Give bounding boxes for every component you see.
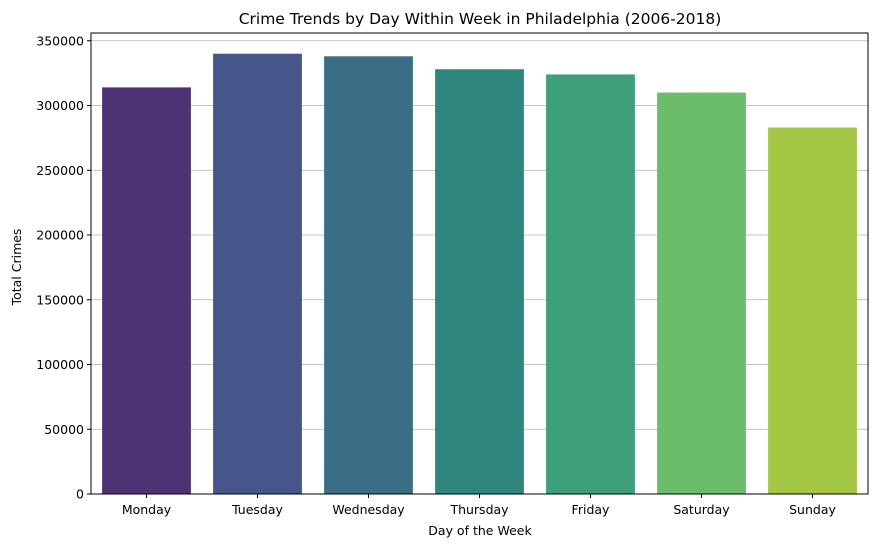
y-tick-label: 200000	[36, 228, 84, 243]
bar-saturday	[657, 92, 746, 494]
bar-friday	[546, 74, 635, 494]
x-tick-label: Wednesday	[332, 502, 405, 517]
bar-wednesday	[324, 56, 413, 494]
y-tick-label: 100000	[36, 357, 84, 372]
y-tick-label: 250000	[36, 163, 84, 178]
chart-title: Crime Trends by Day Within Week in Phila…	[239, 10, 722, 28]
y-tick-label: 150000	[36, 292, 84, 307]
bar-tuesday	[213, 53, 302, 494]
x-tick-label: Sunday	[789, 502, 836, 517]
y-tick-label: 50000	[44, 422, 84, 437]
x-tick-label: Thursday	[449, 502, 509, 517]
bar-monday	[102, 87, 191, 495]
x-tick-label: Friday	[572, 502, 610, 517]
bar-thursday	[435, 69, 524, 495]
x-tick-label: Saturday	[673, 502, 730, 517]
y-tick-label: 350000	[36, 33, 84, 48]
x-axis-label: Day of the Week	[428, 523, 532, 538]
axes: 0 50000 100000 150000 200000 250000 300000 3500…	[36, 32, 869, 517]
x-tick-label: Tuesday	[231, 502, 283, 517]
y-tick-label: 300000	[36, 98, 84, 113]
bars	[102, 53, 857, 495]
x-tick-label: Monday	[122, 502, 172, 517]
bar-sunday	[768, 127, 857, 495]
y-axis-label: Total Crimes	[9, 229, 24, 307]
y-tick-label: 0	[76, 487, 84, 502]
